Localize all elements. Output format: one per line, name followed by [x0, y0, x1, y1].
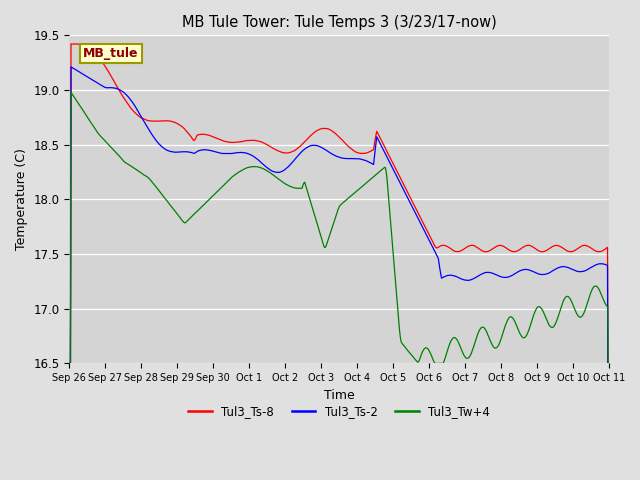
Y-axis label: Temperature (C): Temperature (C): [15, 148, 28, 250]
Legend: Tul3_Ts-8, Tul3_Ts-2, Tul3_Tw+4: Tul3_Ts-8, Tul3_Ts-2, Tul3_Tw+4: [184, 401, 495, 423]
Text: MB_tule: MB_tule: [83, 47, 138, 60]
X-axis label: Time: Time: [324, 389, 355, 402]
Title: MB Tule Tower: Tule Temps 3 (3/23/17-now): MB Tule Tower: Tule Temps 3 (3/23/17-now…: [182, 15, 497, 30]
